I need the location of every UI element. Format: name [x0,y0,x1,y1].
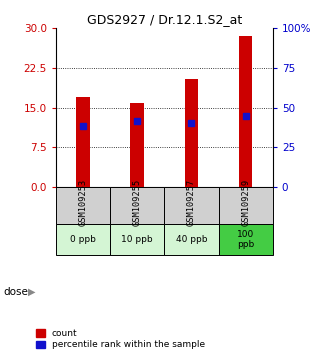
Text: ▶: ▶ [28,287,35,297]
Bar [219,224,273,255]
Text: GSM109253: GSM109253 [78,178,87,226]
Bar [56,187,110,224]
Bar [239,36,252,187]
Text: 40 ppb: 40 ppb [176,235,207,244]
Title: GDS2927 / Dr.12.1.S2_at: GDS2927 / Dr.12.1.S2_at [87,13,242,26]
Text: GSM109259: GSM109259 [241,178,250,226]
Bar [56,224,110,255]
Bar [131,103,144,187]
Bar [164,224,219,255]
Bar [185,79,198,187]
Bar [76,97,90,187]
Text: GSM109255: GSM109255 [133,178,142,226]
Bar [219,187,273,224]
Text: dose: dose [3,287,28,297]
Text: 0 ppb: 0 ppb [70,235,96,244]
Text: 10 ppb: 10 ppb [121,235,153,244]
Text: GSM109257: GSM109257 [187,178,196,226]
Bar [110,224,164,255]
Text: 100
ppb: 100 ppb [237,230,254,249]
Bar [164,187,219,224]
Legend: count, percentile rank within the sample: count, percentile rank within the sample [36,329,205,349]
Bar [110,187,164,224]
